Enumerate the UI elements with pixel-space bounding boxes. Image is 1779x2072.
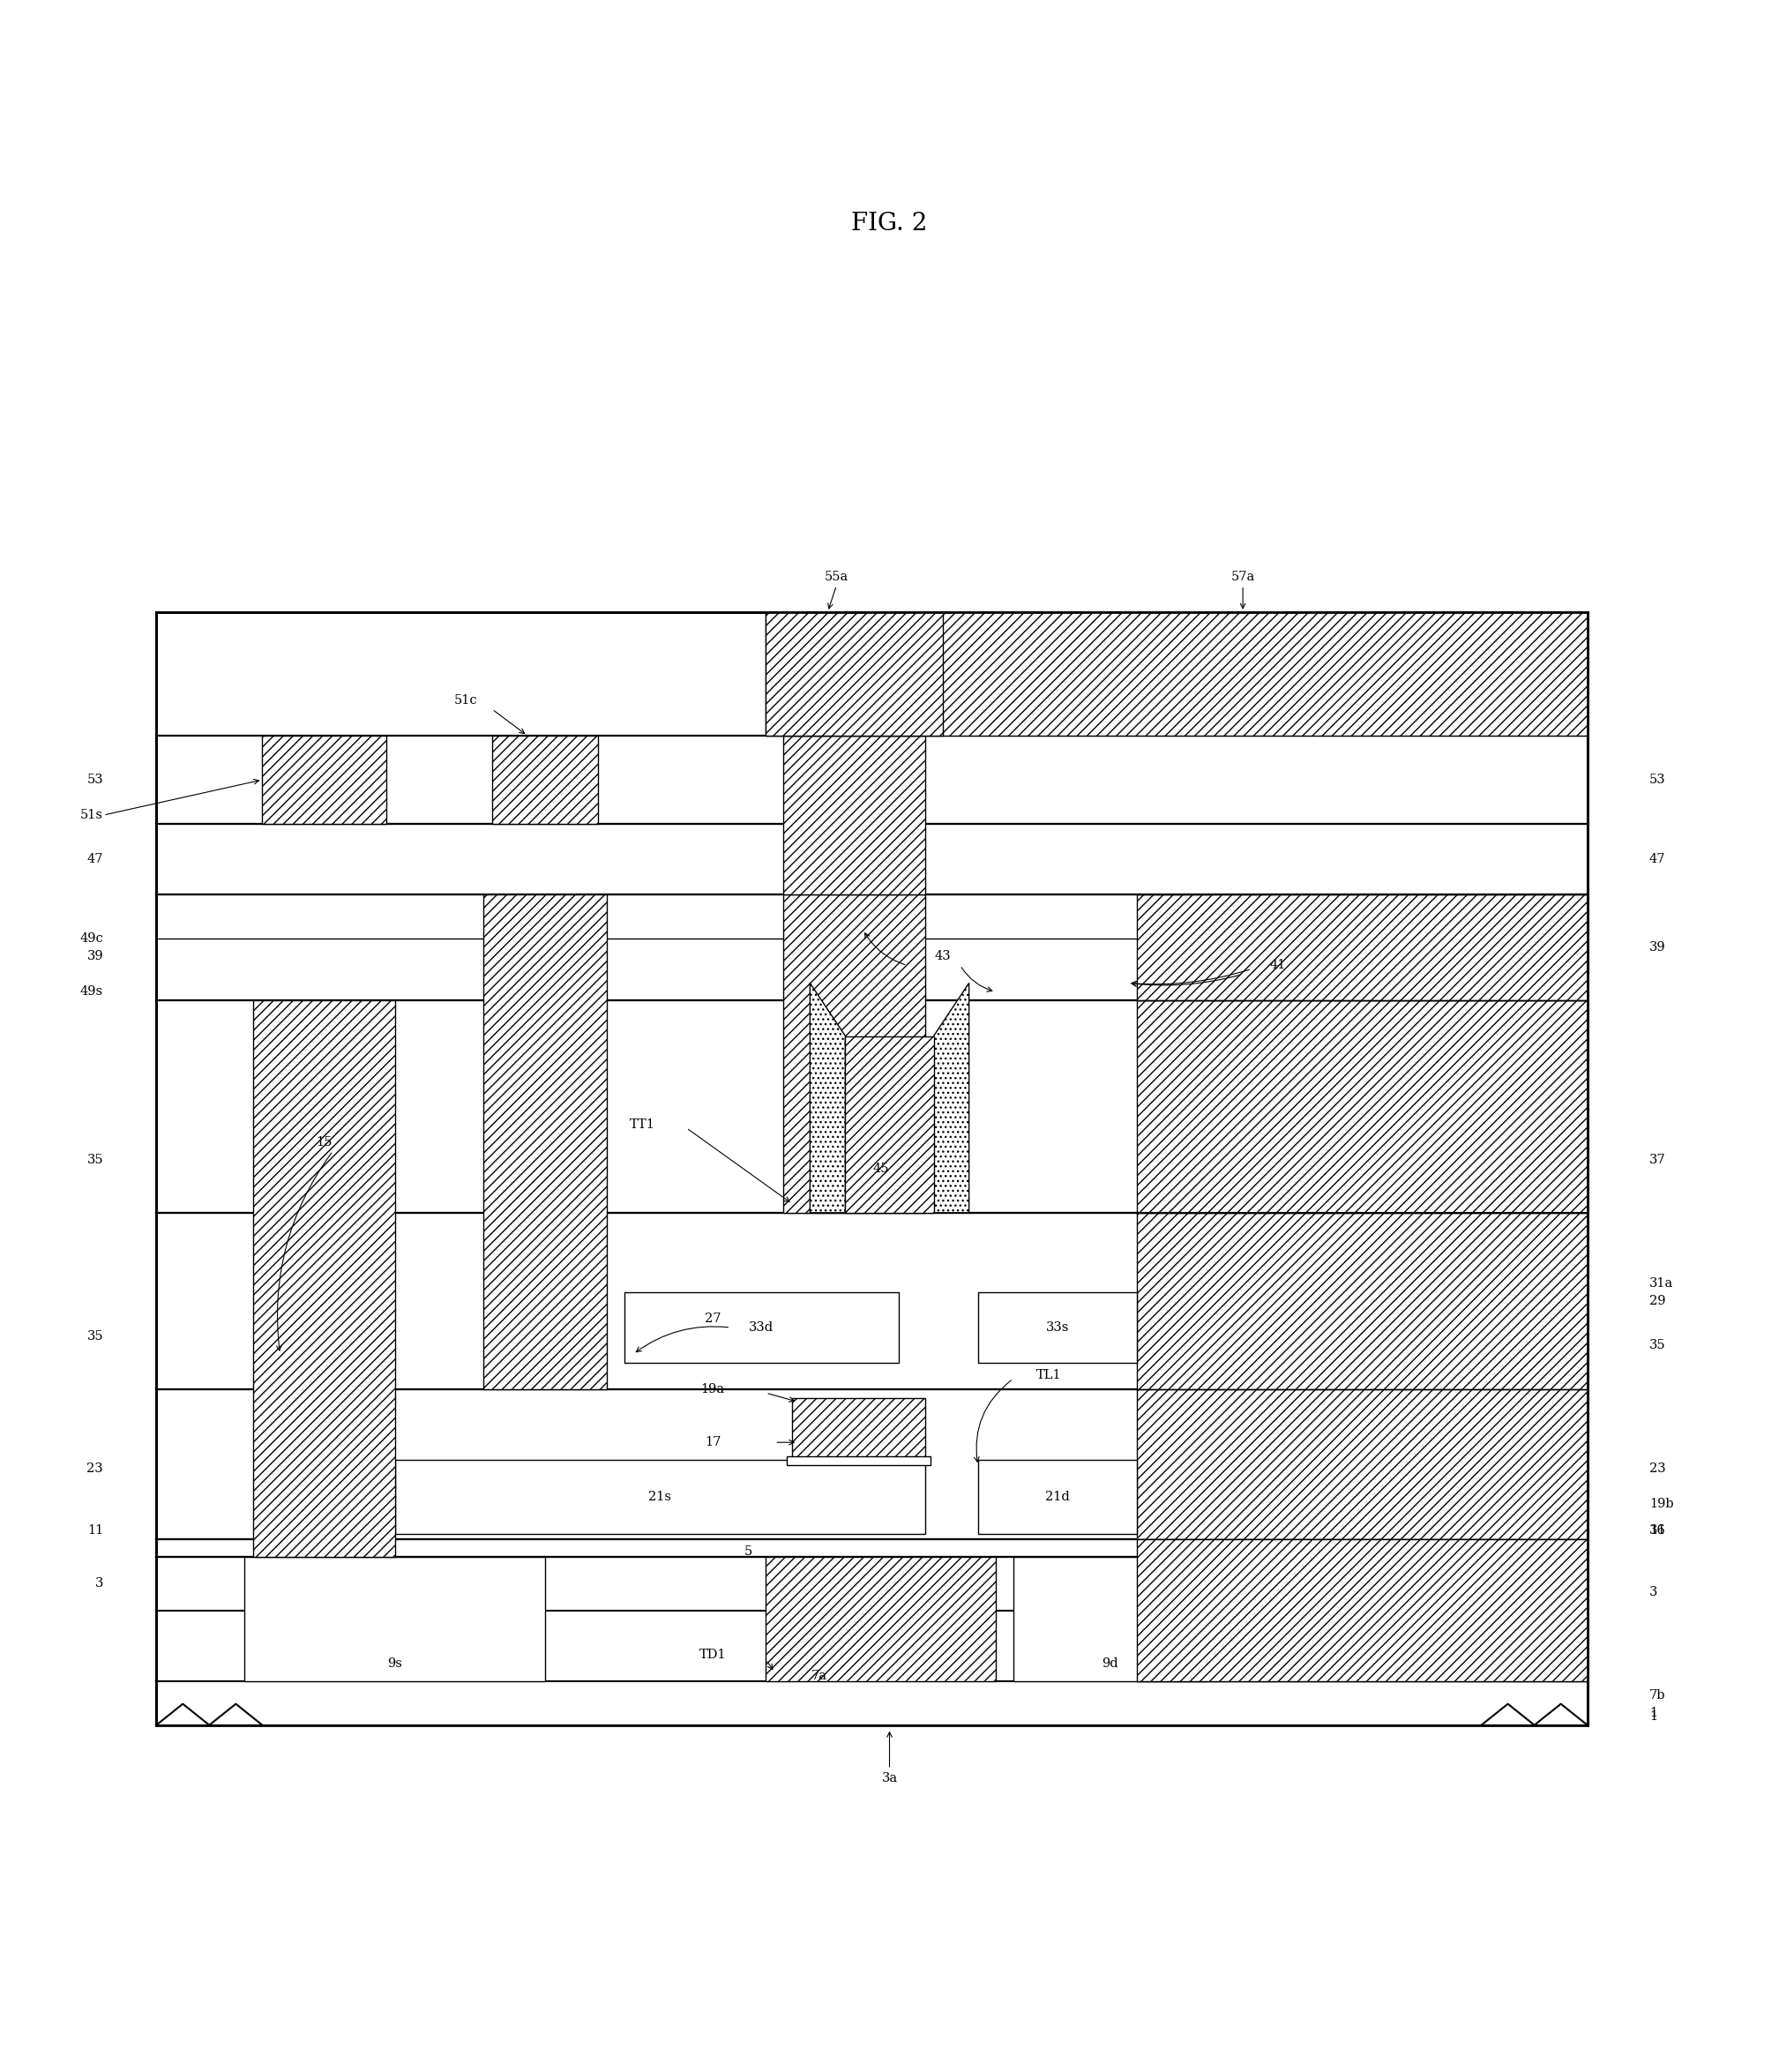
Text: 27: 27: [704, 1312, 720, 1324]
Text: 35: 35: [87, 1330, 103, 1343]
Text: 51c: 51c: [454, 694, 477, 707]
Bar: [157, 611, 1587, 1726]
Text: 39: 39: [87, 951, 103, 963]
Text: 29: 29: [1649, 1295, 1665, 1307]
Text: 33s: 33s: [1046, 1322, 1069, 1334]
Bar: [1137, 1001, 1587, 1539]
Text: 36: 36: [1649, 1525, 1665, 1537]
Bar: [978, 1293, 1137, 1363]
Text: 15: 15: [317, 1135, 333, 1148]
Text: 53: 53: [1649, 773, 1665, 785]
Text: 9s: 9s: [388, 1658, 402, 1670]
Text: 21d: 21d: [1044, 1492, 1069, 1504]
Text: 11: 11: [1649, 1525, 1665, 1537]
Bar: [783, 736, 925, 895]
Text: FIG. 2: FIG. 2: [852, 211, 927, 234]
Bar: [253, 1001, 395, 1558]
Text: 35: 35: [1649, 1339, 1665, 1351]
Bar: [157, 1212, 1587, 1390]
Text: 49s: 49s: [80, 986, 103, 999]
Text: TT1: TT1: [630, 1119, 655, 1131]
Bar: [783, 895, 925, 1212]
Bar: [493, 736, 598, 825]
Text: 51s: 51s: [80, 808, 103, 821]
Text: 37: 37: [1649, 1154, 1665, 1167]
Bar: [484, 895, 607, 1390]
Text: 41: 41: [1270, 959, 1286, 972]
Bar: [262, 736, 386, 825]
Text: 33d: 33d: [749, 1322, 774, 1334]
Text: 31a: 31a: [1649, 1276, 1674, 1289]
Text: 1: 1: [1649, 1709, 1658, 1722]
Text: 53: 53: [87, 773, 103, 785]
Polygon shape: [809, 982, 845, 1212]
Bar: [1014, 1558, 1208, 1680]
Text: 5: 5: [744, 1546, 753, 1558]
Bar: [765, 611, 943, 736]
Text: 49c: 49c: [80, 932, 103, 945]
Text: 17: 17: [704, 1436, 720, 1448]
Text: 11: 11: [87, 1525, 103, 1537]
Text: 47: 47: [87, 854, 103, 866]
Bar: [157, 736, 1587, 825]
Text: 23: 23: [1649, 1463, 1665, 1475]
Polygon shape: [934, 982, 970, 1212]
Bar: [765, 1558, 996, 1680]
Bar: [786, 1457, 930, 1465]
Text: 3: 3: [94, 1577, 103, 1589]
Bar: [157, 1558, 1587, 1726]
Text: 21s: 21s: [648, 1492, 671, 1504]
Bar: [845, 1036, 934, 1212]
Bar: [157, 1001, 1587, 1212]
Bar: [978, 1461, 1137, 1533]
Text: 35: 35: [87, 1154, 103, 1167]
Text: 47: 47: [1649, 854, 1665, 866]
Text: 39: 39: [1649, 941, 1665, 953]
Text: TL1: TL1: [1035, 1370, 1060, 1382]
Bar: [395, 1461, 925, 1533]
Text: 57a: 57a: [1231, 570, 1254, 582]
Bar: [624, 1293, 898, 1363]
Bar: [792, 1399, 925, 1461]
Text: 3: 3: [1649, 1587, 1658, 1600]
Bar: [765, 611, 1587, 736]
Bar: [157, 1390, 1587, 1539]
Text: 7a: 7a: [811, 1670, 827, 1682]
Text: 9d: 9d: [1103, 1658, 1119, 1670]
Text: 45: 45: [872, 1162, 890, 1175]
Bar: [1137, 1539, 1587, 1680]
Bar: [157, 1539, 1587, 1558]
Text: 7b: 7b: [1649, 1689, 1665, 1701]
Text: TD1: TD1: [699, 1647, 726, 1660]
Text: 43: 43: [934, 951, 950, 963]
Text: 23: 23: [87, 1463, 103, 1475]
Text: 19b: 19b: [1649, 1498, 1674, 1510]
Bar: [1137, 895, 1587, 1001]
Text: 3a: 3a: [882, 1772, 897, 1784]
Text: 19a: 19a: [701, 1384, 724, 1397]
Text: 1: 1: [1649, 1707, 1658, 1720]
Text: 55a: 55a: [824, 570, 849, 582]
Bar: [157, 825, 1587, 895]
Bar: [157, 1680, 1587, 1726]
Bar: [157, 895, 1587, 1001]
Bar: [246, 1558, 544, 1680]
